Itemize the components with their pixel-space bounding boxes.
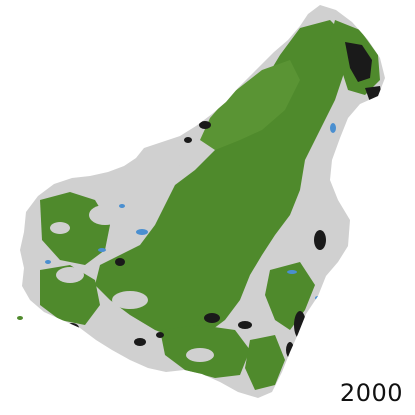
burned-area [286,342,294,358]
water-body [98,248,106,252]
cleared-patch [112,291,148,309]
forest-southeast [245,335,285,390]
cleared-patch [158,162,182,178]
cleared-patch [186,348,214,362]
cleared-patch [50,222,70,234]
year-label: 2000 [339,379,403,407]
burned-area [134,338,146,346]
forest-northwest [200,60,300,150]
water-body [330,123,336,133]
burned-area [345,42,372,82]
water-body [315,296,321,300]
burned-area [204,313,220,323]
burned-area [314,230,326,250]
burned-area [156,332,164,338]
cleared-patch [292,216,328,264]
burned-area [184,137,192,143]
water-body [136,229,148,235]
burned-area [294,311,306,339]
burned-area [65,323,79,333]
offshore-island [17,316,23,320]
forest-southwest [40,265,100,325]
burned-area [115,258,125,266]
water-body [351,208,357,216]
cleared-patch [89,205,121,225]
cleared-patch [56,267,84,283]
water-body [45,260,51,264]
water-body [287,270,297,274]
burned-area [238,321,252,329]
water-body [119,204,125,208]
burned-area [199,121,211,129]
